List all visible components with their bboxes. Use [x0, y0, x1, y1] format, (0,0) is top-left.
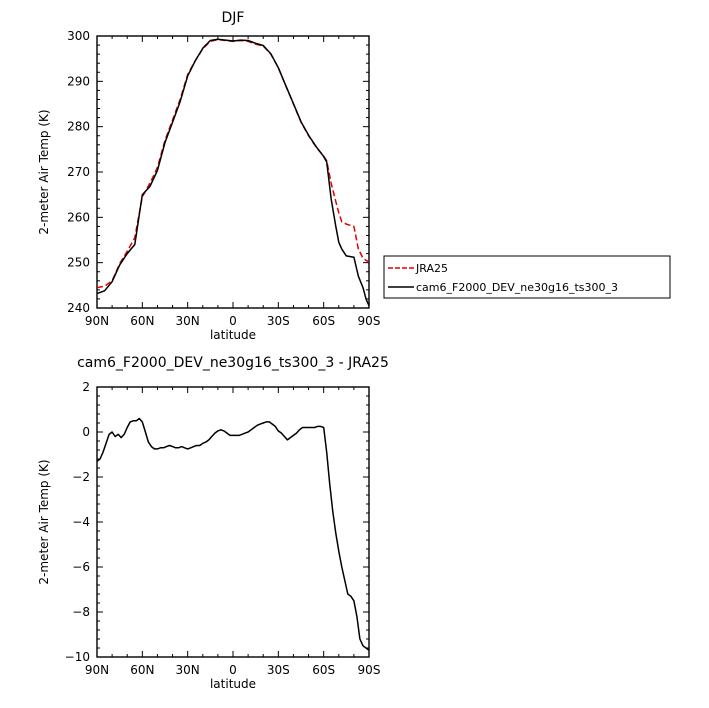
x-tick-label: 60S	[312, 663, 335, 677]
y-tick-label: −10	[65, 650, 90, 664]
y-tick-label: 0	[82, 425, 90, 439]
chart-title: DJF	[222, 10, 245, 26]
x-tick-label: 90N	[85, 663, 109, 677]
chart-panel-1: DJF 90N 60N 30N 0 30S 60S 90S 240 250 260 270 280 290…	[37, 10, 671, 342]
legend: JRA25 cam6_F2000_DEV_ne30g16_ts300_3	[383, 255, 671, 299]
series-line-2	[97, 38, 369, 307]
chart-panel-2: cam6_F2000_DEV_ne30g16_ts300_3 - JRA25 90…	[37, 355, 389, 691]
x-axis-label: latitude	[210, 677, 256, 691]
legend-label: JRA25	[415, 262, 448, 275]
y-tick-label: 270	[67, 165, 90, 179]
x-tick-label: 30S	[267, 663, 290, 677]
x-tick-label: 30S	[267, 314, 290, 328]
legend-label: cam6_F2000_DEV_ne30g16_ts300_3	[416, 281, 618, 294]
y-tick-label: 300	[67, 29, 90, 43]
x-tick-label: 60N	[130, 663, 154, 677]
y-tick-label: 290	[67, 74, 90, 88]
x-tick-label: 90S	[358, 314, 381, 328]
x-tick-label: 60N	[130, 314, 154, 328]
series-group	[97, 417, 369, 651]
x-tick-label: 30N	[176, 663, 200, 677]
x-tick-label: 90S	[358, 663, 381, 677]
y-tick-label: 2	[82, 380, 90, 394]
x-tick-label: 0	[229, 663, 237, 677]
x-axis-label: latitude	[210, 328, 256, 342]
y-tick-label: 240	[67, 301, 90, 315]
y-tick-label: 260	[67, 210, 90, 224]
chart-title: cam6_F2000_DEV_ne30g16_ts300_3 - JRA25	[77, 355, 389, 371]
y-axis-label: 2-meter Air Temp (K)	[37, 459, 51, 584]
legend-box	[383, 255, 671, 299]
series-group	[97, 38, 369, 307]
x-tick-label: 0	[229, 314, 237, 328]
x-tick-label: 90N	[85, 314, 109, 328]
y-tick-label: −4	[72, 515, 90, 529]
series-line-1	[97, 38, 369, 289]
x-tick-label: 60S	[312, 314, 335, 328]
plot-frame	[96, 386, 370, 658]
y-tick-label: −6	[72, 560, 90, 574]
y-tick-label: −8	[72, 605, 90, 619]
y-tick-label: 250	[67, 256, 90, 270]
y-tick-label: −2	[72, 470, 90, 484]
x-tick-label: 30N	[176, 314, 200, 328]
y-axis-label: 2-meter Air Temp (K)	[37, 109, 51, 234]
y-tick-label: 280	[67, 120, 90, 134]
series-line-1	[97, 417, 369, 651]
